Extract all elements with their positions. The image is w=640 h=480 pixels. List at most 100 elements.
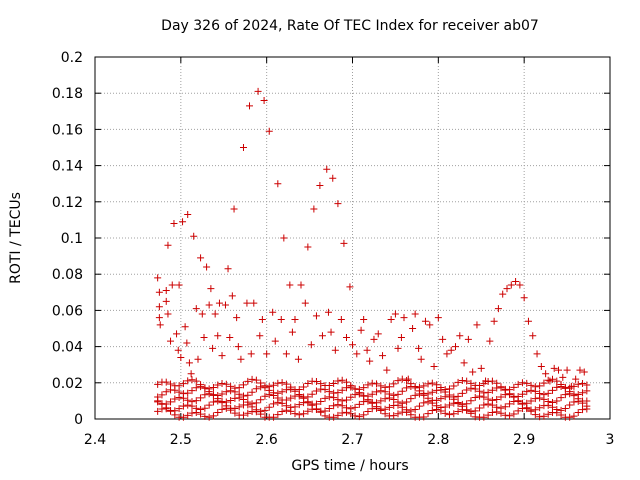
data-point bbox=[235, 403, 243, 411]
data-point bbox=[383, 366, 391, 374]
data-point bbox=[312, 378, 320, 386]
data-point bbox=[360, 392, 368, 400]
data-point bbox=[353, 350, 361, 358]
data-point bbox=[192, 377, 200, 385]
data-point bbox=[561, 405, 569, 413]
data-point bbox=[338, 386, 346, 394]
y-tick-label: 0 bbox=[74, 412, 83, 428]
data-point bbox=[295, 401, 303, 409]
data-point bbox=[450, 410, 458, 418]
data-point bbox=[390, 412, 398, 420]
data-point bbox=[188, 398, 196, 406]
data-point bbox=[548, 386, 556, 394]
data-point bbox=[221, 301, 229, 309]
data-point bbox=[170, 220, 178, 228]
data-point bbox=[192, 384, 200, 392]
data-point bbox=[480, 413, 488, 421]
data-point bbox=[243, 299, 251, 307]
data-point bbox=[250, 299, 258, 307]
data-point bbox=[158, 391, 166, 399]
y-axis-label: ROTI / TECUs bbox=[8, 192, 24, 284]
data-point bbox=[246, 102, 253, 110]
data-point bbox=[270, 400, 278, 408]
data-point bbox=[516, 281, 524, 289]
data-point bbox=[162, 388, 170, 396]
data-point bbox=[473, 321, 481, 329]
data-point bbox=[294, 355, 302, 363]
data-point bbox=[179, 413, 187, 421]
data-point bbox=[572, 375, 580, 383]
data-point bbox=[331, 346, 339, 354]
data-point bbox=[295, 386, 303, 394]
data-point bbox=[155, 288, 163, 296]
data-point bbox=[222, 380, 230, 388]
data-point bbox=[398, 399, 406, 407]
data-point bbox=[175, 388, 183, 396]
data-point bbox=[235, 384, 243, 392]
data-point bbox=[237, 355, 245, 363]
data-point bbox=[360, 384, 368, 392]
chart-title: Day 326 of 2024, Rate Of TEC Index for r… bbox=[161, 18, 539, 34]
data-point bbox=[278, 388, 286, 396]
data-point bbox=[154, 393, 162, 401]
data-point bbox=[304, 379, 312, 387]
data-point bbox=[261, 382, 269, 390]
data-point bbox=[433, 396, 441, 404]
data-point bbox=[391, 310, 399, 318]
data-point bbox=[445, 411, 453, 419]
data-point bbox=[537, 363, 545, 371]
data-point bbox=[398, 375, 406, 383]
data-point bbox=[363, 346, 371, 354]
data-point bbox=[390, 391, 398, 399]
data-point bbox=[493, 396, 501, 404]
data-point bbox=[536, 382, 544, 390]
data-point bbox=[184, 389, 192, 397]
data-point bbox=[252, 376, 260, 384]
data-point bbox=[397, 334, 405, 342]
data-point bbox=[379, 352, 387, 360]
data-point bbox=[239, 381, 247, 389]
data-point bbox=[506, 412, 514, 420]
data-point bbox=[254, 87, 262, 95]
y-tick-label: 0.08 bbox=[52, 267, 83, 283]
data-point bbox=[167, 337, 175, 345]
x-tick-label: 2.5 bbox=[170, 432, 192, 448]
data-point bbox=[164, 241, 172, 249]
data-point bbox=[426, 321, 434, 329]
data-point bbox=[218, 397, 226, 405]
x-axis-label: GPS time / hours bbox=[291, 458, 408, 474]
data-point bbox=[287, 403, 295, 411]
data-point bbox=[518, 379, 526, 387]
data-point bbox=[252, 385, 260, 393]
data-point bbox=[252, 399, 260, 407]
data-point bbox=[523, 388, 531, 396]
data-point bbox=[523, 379, 531, 387]
data-point bbox=[533, 350, 541, 358]
data-point bbox=[300, 383, 308, 391]
data-point bbox=[394, 377, 402, 385]
data-point bbox=[282, 350, 290, 358]
data-point bbox=[218, 380, 226, 388]
data-point bbox=[439, 335, 447, 343]
data-point bbox=[207, 285, 215, 293]
data-point bbox=[261, 406, 269, 414]
data-point bbox=[471, 407, 479, 415]
data-point bbox=[579, 406, 587, 414]
data-point bbox=[230, 205, 238, 213]
data-point bbox=[203, 263, 211, 271]
data-point bbox=[373, 380, 381, 388]
data-point bbox=[337, 315, 345, 323]
data-point bbox=[187, 370, 195, 378]
data-point bbox=[179, 402, 187, 410]
data-point bbox=[411, 310, 419, 318]
data-point bbox=[155, 314, 163, 322]
data-points bbox=[154, 87, 591, 421]
data-point bbox=[366, 357, 374, 365]
y-tick-label: 0.04 bbox=[52, 340, 83, 356]
data-point bbox=[205, 413, 213, 421]
data-point bbox=[583, 387, 591, 395]
data-point bbox=[454, 407, 462, 415]
data-point bbox=[580, 368, 588, 376]
data-point bbox=[364, 408, 372, 416]
data-point bbox=[385, 383, 393, 391]
